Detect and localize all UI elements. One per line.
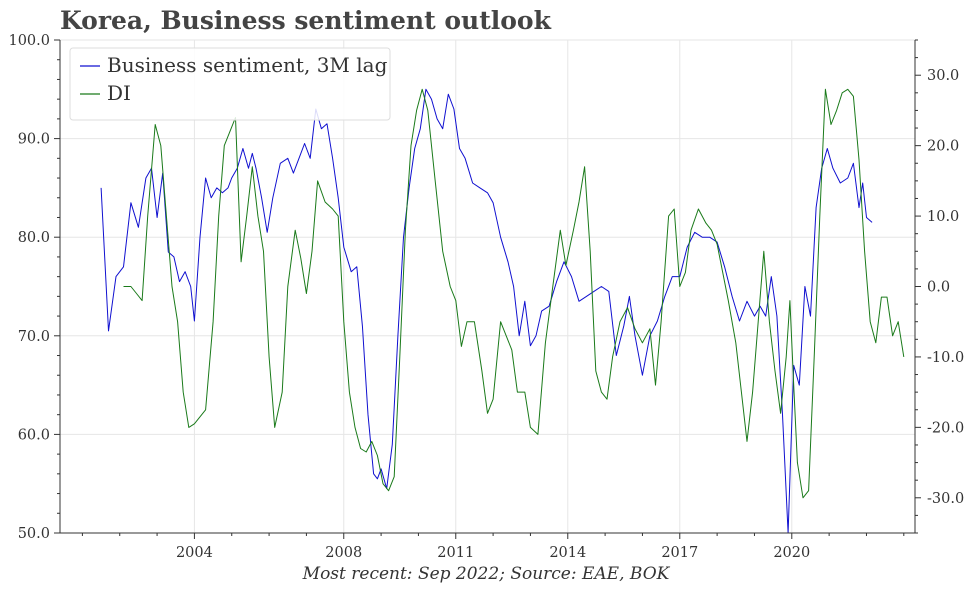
x-tick-label: 2008	[325, 545, 362, 561]
y-right-tick-label: 0.0	[927, 280, 950, 296]
x-tick-label: 2004	[176, 545, 213, 561]
y-right-tick-label: -30.0	[927, 491, 964, 507]
series-layer	[100, 88, 905, 534]
legend-label: Business sentiment, 3M lag	[107, 53, 388, 77]
legend-box	[69, 47, 391, 121]
x-tick-label: 2020	[773, 545, 810, 561]
chart-title: Korea, Business sentiment outlook	[60, 6, 551, 35]
y-left-tick-label: 50.0	[18, 526, 50, 542]
legend-label: DI	[107, 81, 131, 105]
y-left-tick-label: 90.0	[18, 132, 50, 148]
y-right-tick-label: 20.0	[927, 139, 959, 155]
y-left-tick-label: 70.0	[18, 329, 50, 345]
x-tick-label: 2014	[549, 545, 586, 561]
series-line-business-sentiment	[100, 88, 873, 534]
y-right-tick-label: 10.0	[927, 209, 959, 225]
y-right-tick-label: -20.0	[927, 420, 964, 436]
legend: Business sentiment, 3M lag DI	[69, 47, 391, 121]
source-caption: Most recent: Sep 2022; Source: EAE, BOK	[302, 564, 670, 584]
y-right-tick-label: 30.0	[927, 68, 959, 84]
x-tick-label: 2011	[437, 545, 474, 561]
y-left-tick-label: 80.0	[18, 230, 50, 246]
axes: 2004 2008 2011 2014 2017 2020 50.0 60.0 70.0 80.0…	[8, 33, 964, 561]
y-left-tick-label: 60.0	[18, 427, 50, 443]
y-right-tick-label: -10.0	[927, 350, 964, 366]
series-line-di	[123, 88, 905, 499]
y-left-tick-label: 100.0	[8, 33, 50, 49]
x-tick-label: 2017	[661, 545, 698, 561]
